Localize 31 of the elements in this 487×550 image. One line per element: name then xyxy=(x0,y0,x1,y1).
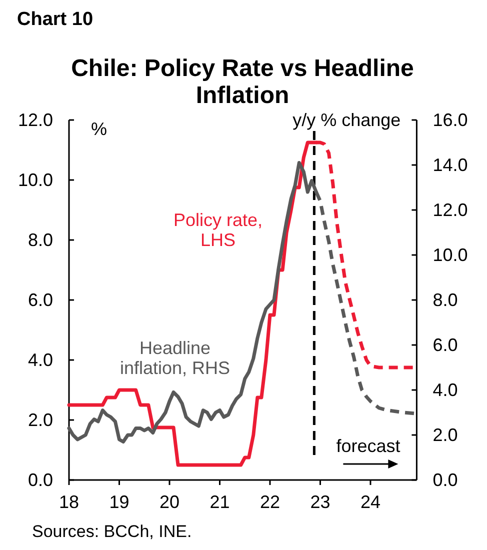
caption: Chart 10 xyxy=(17,9,94,30)
y2-tick-label: 4.0 xyxy=(432,380,458,400)
y-tick-label: 6.0 xyxy=(28,290,53,310)
x-tick-label: 20 xyxy=(159,492,180,512)
y-tick-label: 8.0 xyxy=(28,230,53,250)
chart-title: Chile: Policy Rate vs Headline Inflation xyxy=(71,55,414,109)
y2-tick-label: 0.0 xyxy=(432,470,458,490)
x-tick-label: 23 xyxy=(310,492,330,512)
y2-tick-label: 16.0 xyxy=(432,110,468,130)
source-note: Sources: BCCh, INE. xyxy=(32,522,192,541)
y2-tick-label: 8.0 xyxy=(432,290,458,310)
ref-line-label: forecast xyxy=(336,436,400,456)
y2-tick-label: 14.0 xyxy=(432,155,468,175)
y2-axis-title: y/y % change xyxy=(292,110,401,130)
series-label: Headline inflation, RHS xyxy=(120,338,230,378)
x-tick-label: 22 xyxy=(260,492,280,512)
series-label: Policy rate, LHS xyxy=(173,210,263,250)
x-tick-label: 18 xyxy=(58,492,80,512)
x-tick-label: 21 xyxy=(210,492,230,512)
y-tick-label: 12.0 xyxy=(18,110,53,130)
y2-tick-label: 10.0 xyxy=(432,245,468,265)
y-tick-label: 10.0 xyxy=(18,170,53,190)
y2-tick-label: 6.0 xyxy=(432,335,458,355)
y-tick-label: 2.0 xyxy=(28,410,53,430)
y2-tick-label: 2.0 xyxy=(432,425,458,445)
x-tick-label: 19 xyxy=(109,492,130,512)
y-axis-title: % xyxy=(91,119,108,139)
y2-tick-label: 12.0 xyxy=(432,200,468,220)
y-tick-label: 0.0 xyxy=(28,470,53,490)
y-tick-label: 4.0 xyxy=(28,350,53,370)
x-tick-label: 24 xyxy=(360,492,380,512)
